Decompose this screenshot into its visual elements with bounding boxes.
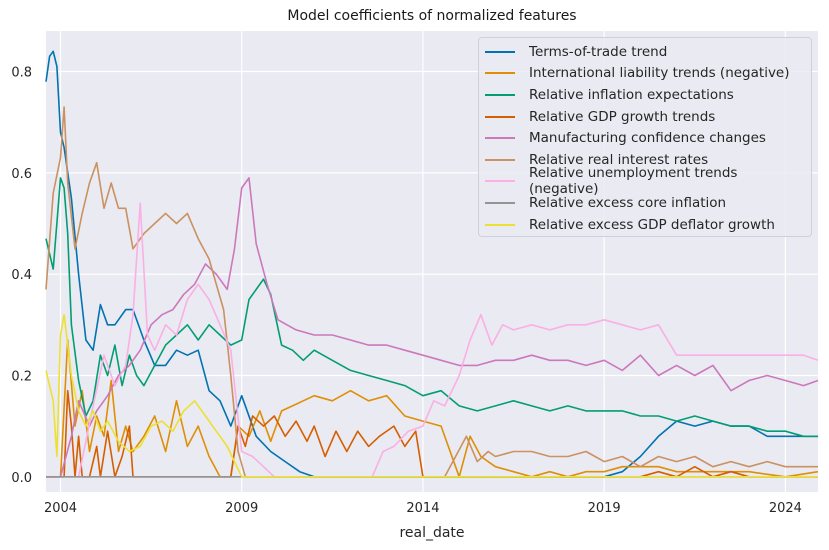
y-tick-label: 0.8 bbox=[11, 66, 32, 81]
legend-swatch bbox=[485, 137, 515, 140]
legend-label: Relative unemployment trends (negative) bbox=[528, 165, 738, 198]
legend-item: Relative excess core inflation bbox=[485, 192, 811, 214]
legend-swatch bbox=[485, 115, 515, 118]
legend-item: Manufacturing confidence changes bbox=[485, 127, 811, 149]
legend-label: Relative excess GDP deflator growth bbox=[529, 216, 775, 233]
x-tick-label: 2004 bbox=[44, 501, 77, 516]
legend-label: Manufacturing confidence changes bbox=[529, 130, 766, 147]
x-tick-labels: 2004 2009 2014 2019 2024 bbox=[44, 501, 802, 516]
x-tick-label: 2019 bbox=[588, 501, 621, 516]
series-line bbox=[45, 313, 818, 478]
y-tick-label: 0.0 bbox=[11, 471, 32, 486]
legend-swatch bbox=[485, 201, 515, 204]
legend-label: Relative excess core inflation bbox=[529, 194, 727, 211]
chart-title: Model coefficients of normalized feature… bbox=[287, 8, 577, 24]
y-tick-label: 0.2 bbox=[11, 369, 32, 384]
x-tick-label: 2014 bbox=[406, 501, 439, 516]
legend-label: Terms-of-trade trend bbox=[529, 43, 668, 60]
legend-label: Relative GDP growth trends bbox=[529, 108, 716, 125]
series-line bbox=[46, 177, 819, 478]
legend: Terms-of-trade trend International liabil… bbox=[478, 37, 812, 237]
legend-label: Relative real interest rates bbox=[529, 151, 709, 168]
legend-swatch bbox=[485, 50, 515, 53]
legend-swatch bbox=[485, 72, 515, 75]
series-line bbox=[45, 177, 818, 438]
legend-item: Relative unemployment trends (negative) bbox=[485, 165, 811, 197]
legend-item: International liability trends (negative… bbox=[485, 63, 811, 85]
legend-swatch bbox=[485, 93, 515, 96]
legend-item: Relative excess GDP deflator growth bbox=[485, 214, 811, 236]
legend-label: Relative inflation expectations bbox=[529, 86, 734, 103]
legend-swatch bbox=[485, 158, 515, 161]
series-line bbox=[45, 50, 818, 478]
series-lines bbox=[45, 50, 819, 478]
y-tick-label: 0.4 bbox=[11, 268, 32, 283]
y-tick-labels: 0.0 0.2 0.4 0.6 0.8 bbox=[11, 66, 32, 486]
x-axis-label: real_date bbox=[399, 525, 464, 541]
legend-swatch bbox=[485, 223, 515, 226]
legend-item: Terms-of-trade trend bbox=[485, 41, 811, 63]
legend-item: Relative GDP growth trends bbox=[485, 106, 811, 128]
legend-item: Relative inflation expectations bbox=[485, 84, 811, 106]
x-tick-label: 2009 bbox=[225, 501, 258, 516]
legend-swatch bbox=[485, 180, 515, 183]
legend-item: Relative real interest rates bbox=[485, 149, 811, 171]
legend-label: International liability trends (negative… bbox=[529, 65, 790, 82]
y-tick-label: 0.6 bbox=[11, 167, 32, 182]
x-tick-label: 2024 bbox=[769, 501, 802, 516]
series-line bbox=[46, 202, 819, 478]
